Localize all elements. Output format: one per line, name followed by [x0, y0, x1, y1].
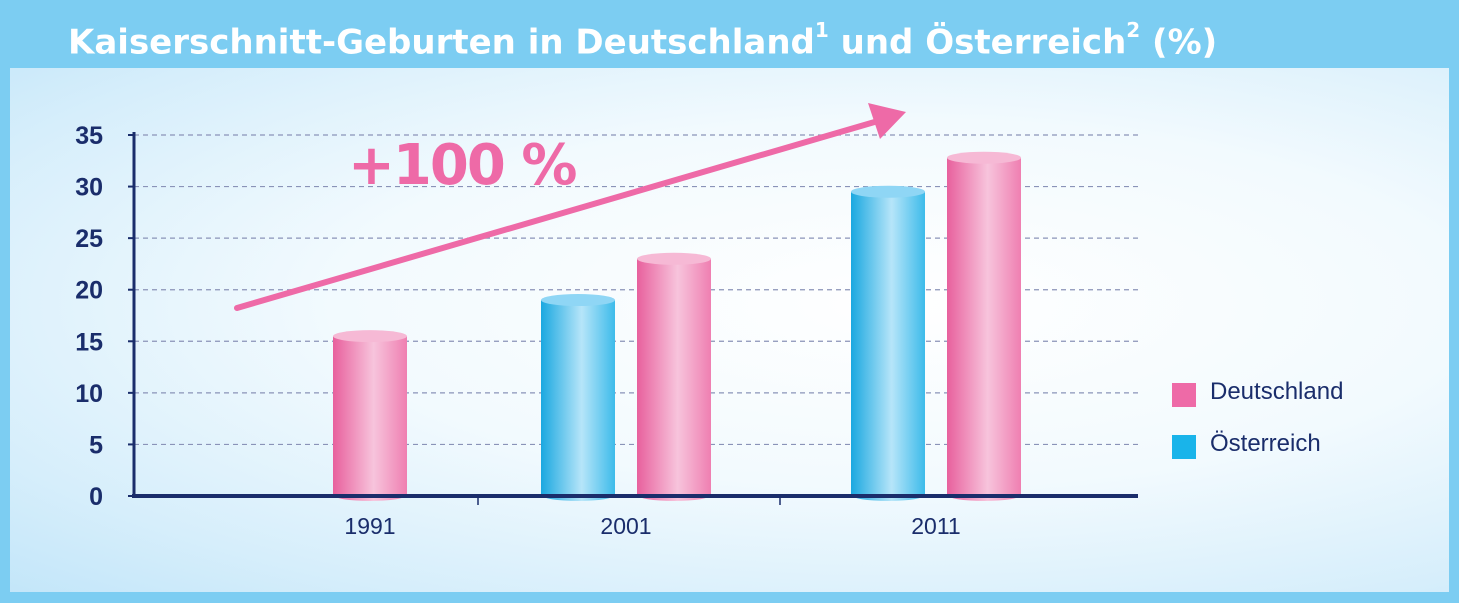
- bar-deutschland-top: [947, 151, 1021, 164]
- bar-deutschland-top: [637, 252, 711, 265]
- legend-label-oesterreich: Österreich: [1210, 430, 1321, 457]
- y-tick-label: 35: [75, 122, 103, 150]
- legend-swatch-deutschland: [1172, 383, 1196, 407]
- title-footnote-2: 2: [1126, 18, 1141, 42]
- bar-oesterreich-top: [541, 294, 615, 307]
- y-tick-label: 30: [75, 174, 103, 202]
- bar-deutschland: [947, 157, 1021, 502]
- chart-legend: Deutschland Österreich: [1172, 378, 1402, 482]
- x-tick-label: 2011: [911, 513, 960, 539]
- title-footnote-1: 1: [814, 18, 829, 42]
- title-unit: (%): [1140, 22, 1218, 63]
- y-tick-label: 25: [75, 225, 103, 253]
- bar-oesterreich: [851, 191, 925, 501]
- trend-arrow-head: [868, 103, 906, 139]
- title-text: Kaiserschnitt-Geburten in Deutschland: [68, 22, 815, 63]
- y-tick-label: 15: [75, 328, 103, 356]
- y-tick-label: 5: [89, 431, 103, 459]
- y-tick-label: 10: [75, 380, 103, 408]
- y-tick-label: 20: [75, 277, 103, 305]
- trend-arrow-line: [234, 118, 881, 311]
- trend-annotation: +100 %: [348, 133, 576, 198]
- legend-label-deutschland: Deutschland: [1210, 378, 1344, 405]
- bar-deutschland: [333, 336, 407, 501]
- legend-swatch-oesterreich: [1172, 435, 1196, 459]
- x-tick-label: 2001: [600, 513, 651, 539]
- title-text-mid: und Österreich: [828, 22, 1127, 63]
- chart-panel: [10, 68, 1449, 592]
- chart-title: Kaiserschnitt-Geburten in Deutschland1 u…: [0, 0, 1459, 68]
- y-tick-label: 0: [89, 483, 103, 511]
- bar-oesterreich-top: [851, 185, 925, 198]
- legend-item-deutschland: Deutschland: [1172, 378, 1402, 407]
- bar-deutschland: [637, 258, 711, 501]
- bar-oesterreich: [541, 300, 615, 501]
- x-tick-label: 1991: [344, 513, 395, 539]
- bar-deutschland-top: [333, 330, 407, 343]
- legend-item-oesterreich: Österreich: [1172, 430, 1402, 459]
